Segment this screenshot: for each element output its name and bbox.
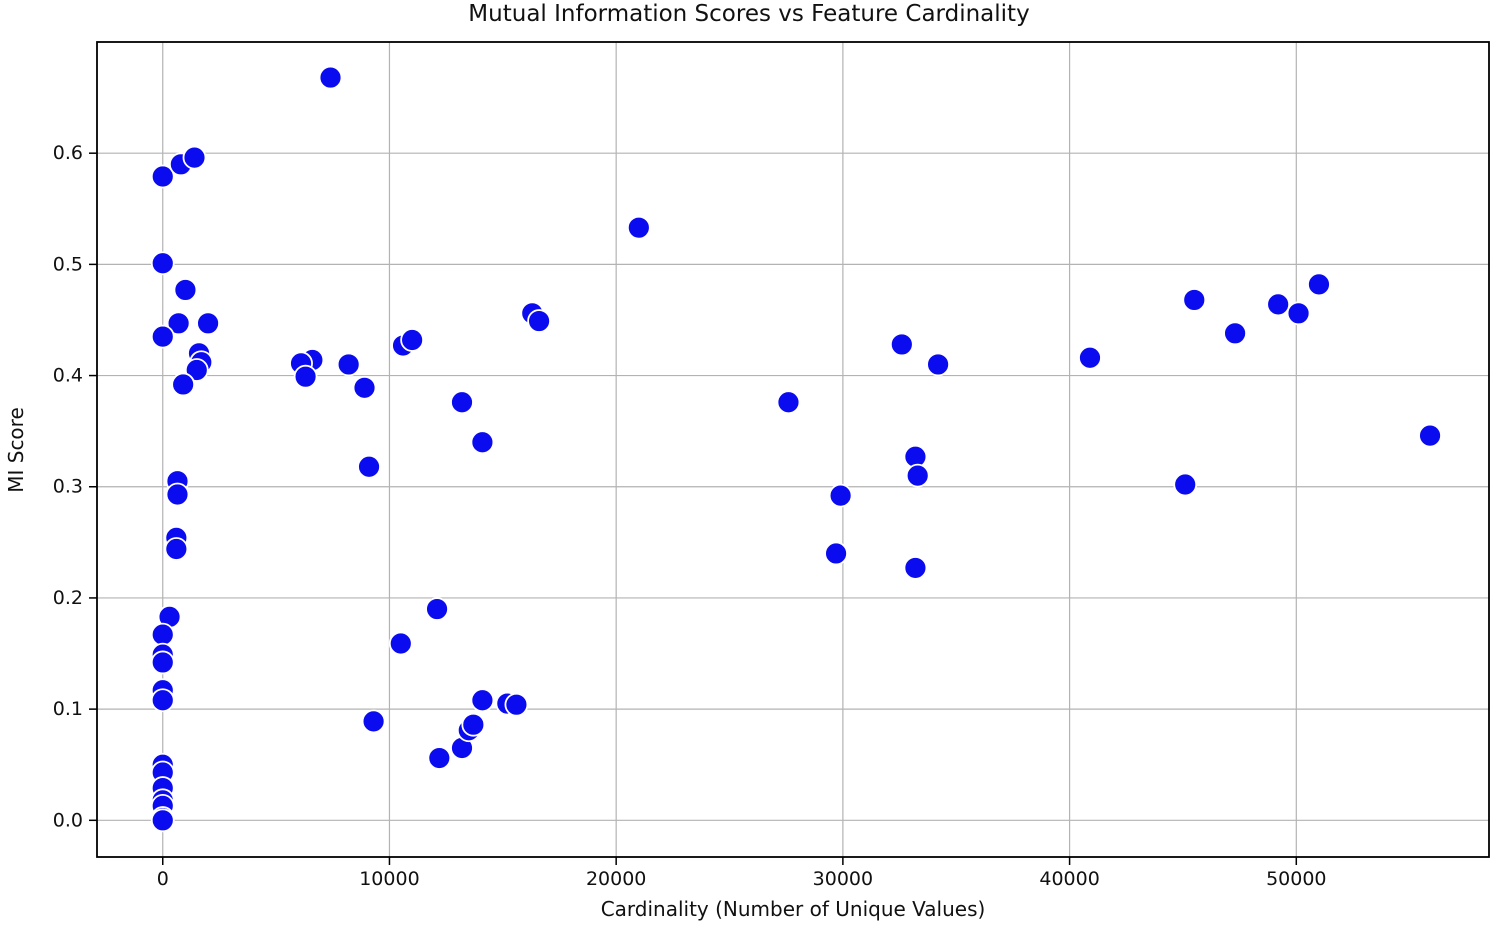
y-tick-label: 0.5	[53, 253, 83, 275]
scatter-point	[182, 145, 207, 170]
scatter-point	[150, 164, 175, 189]
scatter-point	[150, 251, 175, 276]
scatter-point	[926, 352, 950, 377]
scatter-point	[828, 483, 853, 508]
scatter-point	[164, 537, 189, 561]
chart-title: Mutual Information Scores vs Feature Car…	[468, 1, 1030, 27]
scatter-point	[336, 352, 361, 377]
scatter-point	[171, 372, 196, 397]
scatter-point	[905, 463, 930, 488]
scatter-point	[824, 541, 848, 566]
scatter-point	[196, 311, 220, 336]
x-tick-label: 40000	[1039, 868, 1099, 890]
x-tick-label: 50000	[1266, 868, 1326, 890]
scatter-point	[1078, 345, 1102, 370]
scatter-point	[1266, 292, 1291, 317]
scatter-point	[1307, 272, 1331, 297]
y-tick-label: 0.2	[53, 587, 83, 609]
scatter-point	[150, 324, 175, 349]
scatter-point	[425, 597, 449, 621]
scatter-point	[889, 332, 914, 357]
scatter-point	[166, 311, 191, 336]
scatter-point	[318, 65, 343, 90]
scatter-point	[470, 430, 495, 455]
scatter-point	[388, 631, 413, 656]
scatter-point	[504, 692, 529, 717]
scatter-point	[400, 328, 425, 352]
scatter-point	[1418, 423, 1442, 448]
scatter-point	[150, 808, 175, 833]
scatter-point	[173, 278, 198, 302]
scatter-point	[184, 358, 209, 382]
scatter-point	[903, 556, 928, 580]
y-tick-label: 0.3	[53, 476, 83, 498]
y-tick-label: 0.4	[53, 365, 83, 387]
scatter-point	[626, 215, 651, 240]
scatter-point	[150, 622, 175, 647]
y-tick-label: 0.6	[53, 142, 83, 164]
x-tick-label: 20000	[586, 868, 646, 890]
scatter-point	[470, 688, 495, 713]
scatter-point	[776, 390, 801, 415]
x-tick-label: 0	[157, 868, 169, 890]
plot-border	[96, 41, 1490, 858]
y-tick-label: 0.0	[53, 809, 83, 831]
scatter-point	[1286, 301, 1311, 326]
scatter-point	[150, 650, 175, 675]
scatter-point	[165, 482, 190, 507]
y-tick-label: 0.1	[53, 698, 83, 720]
scatter-point	[1173, 472, 1198, 497]
scatter-point	[1223, 321, 1247, 346]
x-tick-label: 30000	[813, 868, 873, 890]
scatter-point	[427, 746, 452, 770]
scatter-point	[527, 309, 551, 333]
scatter-point	[352, 375, 377, 400]
scatter-point	[150, 688, 175, 713]
scatter-point	[450, 390, 474, 415]
scatter-point	[361, 709, 386, 734]
x-axis-label: Cardinality (Number of Unique Values)	[600, 897, 986, 921]
x-tick-label: 10000	[359, 868, 419, 890]
scatter-point	[293, 364, 318, 389]
scatter-point	[1182, 288, 1207, 312]
scatter-point	[461, 712, 486, 737]
scatter-point	[357, 454, 381, 479]
